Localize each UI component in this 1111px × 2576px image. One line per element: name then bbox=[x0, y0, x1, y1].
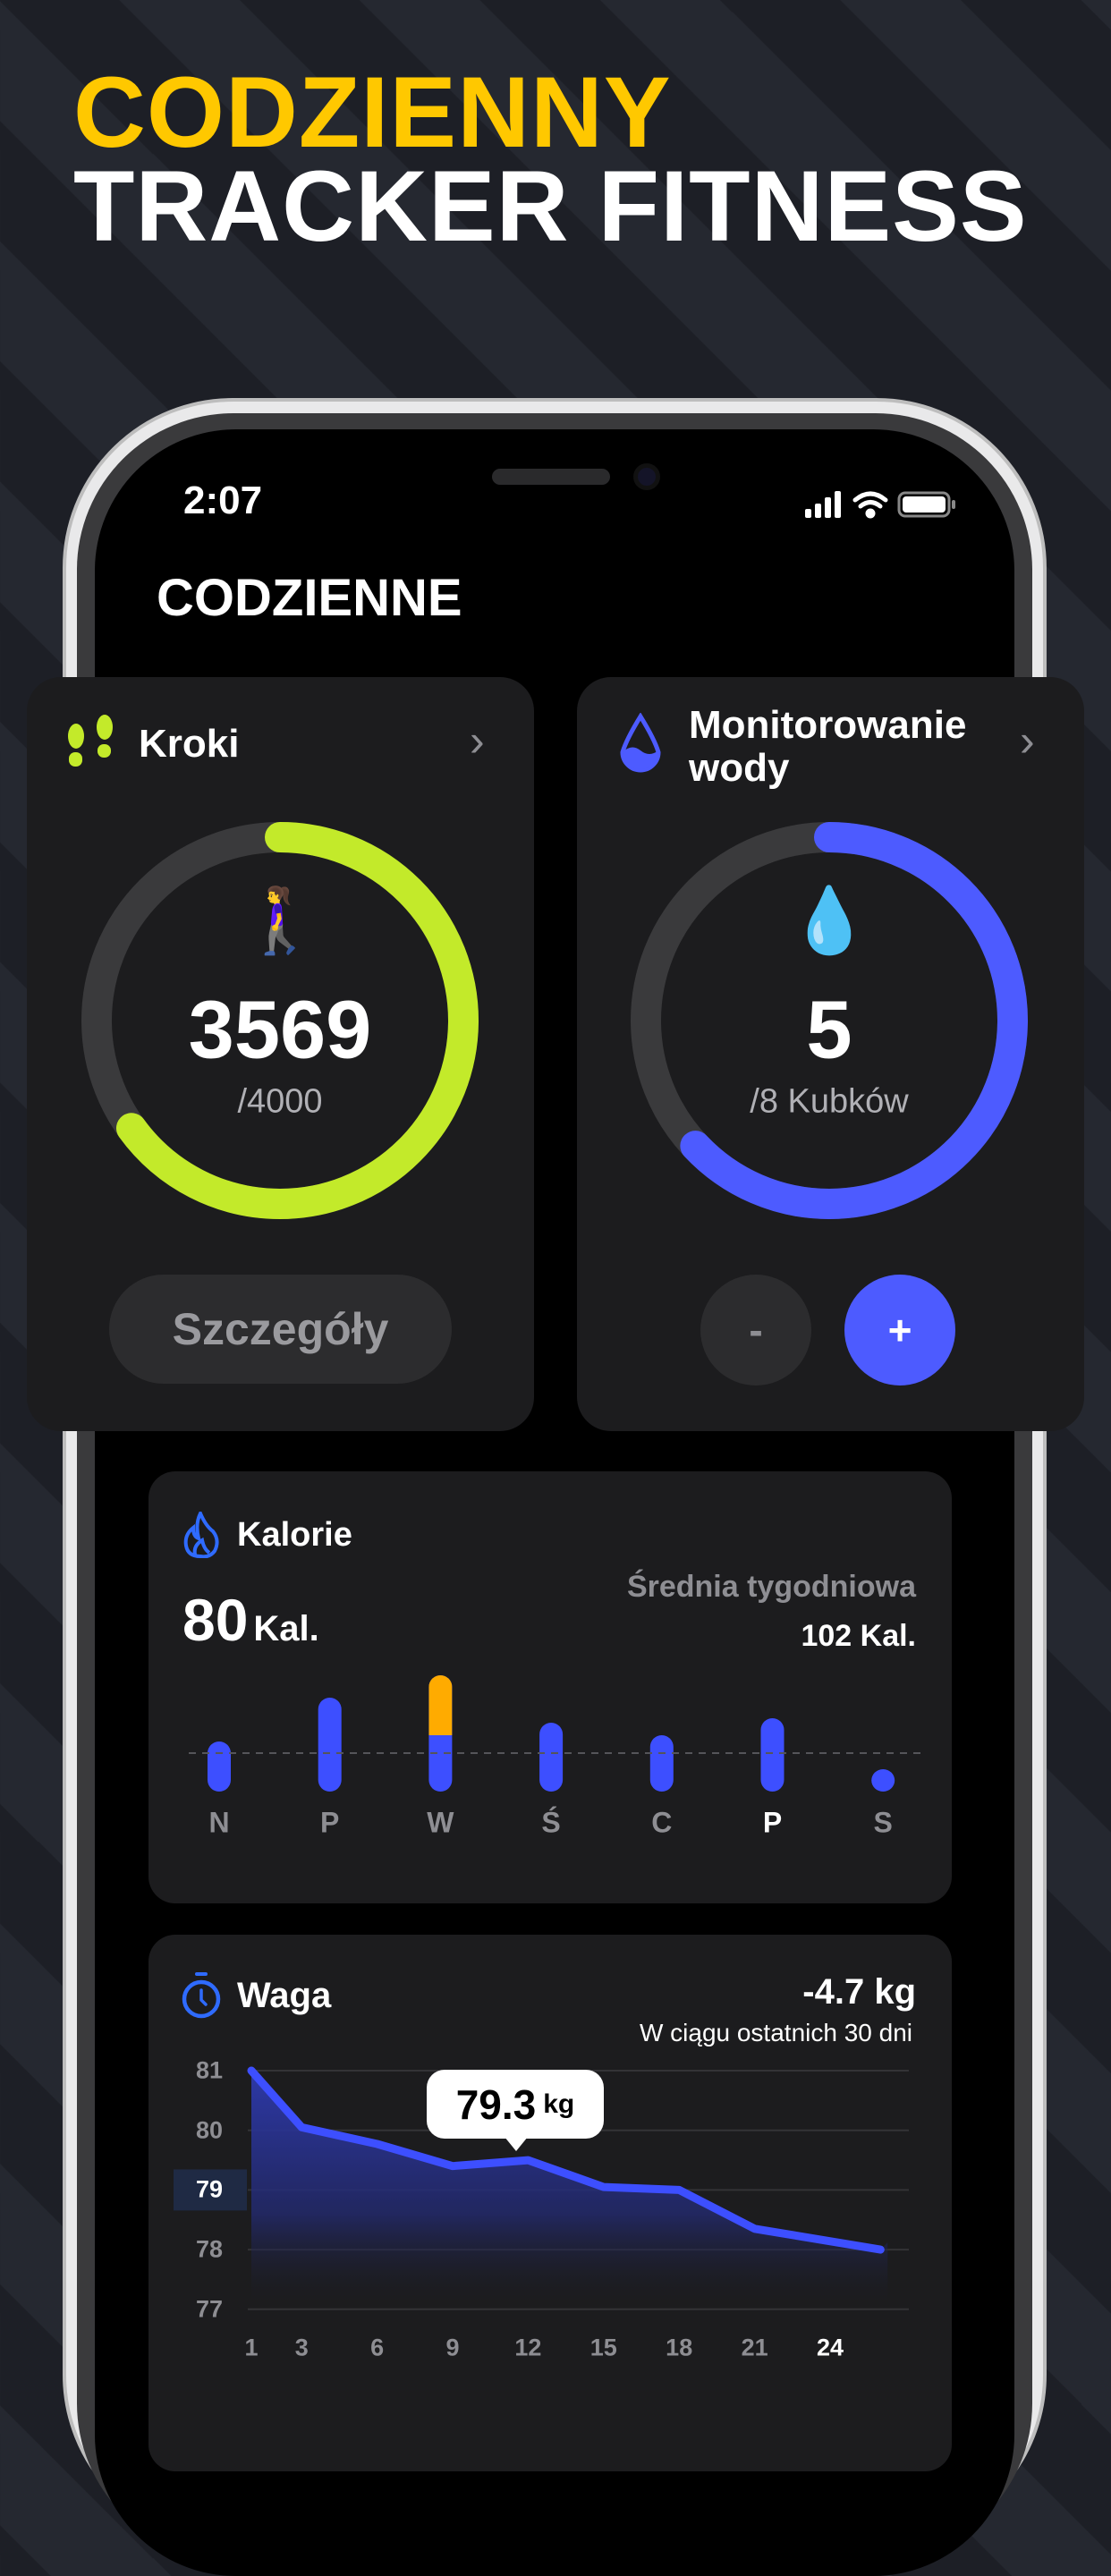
calories-title: Kalorie bbox=[237, 1516, 352, 1554]
wifi-icon bbox=[852, 491, 888, 519]
steps-goal: /4000 bbox=[237, 1082, 323, 1121]
x-tick-label[interactable]: 15 bbox=[589, 2334, 617, 2361]
day-label[interactable]: W bbox=[427, 1806, 454, 1839]
weight-point[interactable] bbox=[527, 2159, 530, 2162]
x-tick-label[interactable]: 9 bbox=[445, 2334, 460, 2361]
water-goal: /8 Kubków bbox=[750, 1082, 909, 1121]
y-tick-label: 80 bbox=[195, 2116, 224, 2144]
weight-point[interactable] bbox=[753, 2227, 756, 2230]
speaker-grille bbox=[492, 469, 610, 485]
calorie-bar bbox=[760, 1718, 784, 1792]
water-title: Monitorowanie wody bbox=[689, 704, 966, 790]
calories-unit: Kal. bbox=[253, 1609, 319, 1648]
calorie-bar-over-goal bbox=[428, 1675, 453, 1735]
walking-person-icon: 🚶‍♀️ bbox=[240, 885, 320, 957]
headline-line1: CODZIENNY bbox=[73, 56, 672, 168]
status-time: 2:07 bbox=[183, 479, 263, 522]
water-value: 5 bbox=[806, 984, 852, 1076]
weight-card[interactable]: Waga -4.7 kg W ciągu ostatnich 30 dni 81… bbox=[148, 1935, 952, 2471]
water-ring bbox=[631, 822, 1028, 1219]
steps-ring-progress bbox=[81, 822, 479, 1219]
day-label[interactable]: N bbox=[208, 1806, 230, 1839]
water-drop-icon bbox=[620, 713, 661, 773]
status-icons bbox=[805, 487, 962, 521]
weight-point[interactable] bbox=[452, 2165, 454, 2167]
day-label[interactable]: P bbox=[320, 1806, 340, 1839]
water-card[interactable]: Monitorowanie wody › 💧 5 /8 Kubków - + bbox=[577, 677, 1084, 1431]
weekly-average-value: 102 Kal. bbox=[801, 1619, 916, 1653]
x-tick-label[interactable]: 12 bbox=[514, 2334, 542, 2361]
y-tick-label: 81 bbox=[195, 2056, 224, 2084]
calorie-bar bbox=[539, 1723, 564, 1792]
remove-cup-button[interactable]: - bbox=[700, 1275, 811, 1385]
calorie-bar bbox=[208, 1741, 231, 1792]
water-title-line1: Monitorowanie bbox=[689, 703, 967, 747]
footprints-icon bbox=[68, 715, 113, 767]
stopwatch-icon bbox=[182, 1972, 221, 2019]
steps-ring bbox=[81, 822, 479, 1219]
weight-period: W ciągu ostatnich 30 dni bbox=[639, 2019, 912, 2046]
weight-point[interactable] bbox=[376, 2143, 378, 2146]
weight-point[interactable] bbox=[602, 2186, 605, 2189]
x-tick-label[interactable]: 18 bbox=[666, 2334, 693, 2361]
calorie-bar bbox=[318, 1698, 342, 1792]
y-tick-highlight bbox=[174, 2169, 247, 2211]
calories-today: 80 Kal. bbox=[182, 1586, 319, 1654]
day-label[interactable]: P bbox=[762, 1806, 783, 1839]
day-label[interactable]: Ś bbox=[541, 1806, 561, 1839]
front-camera bbox=[633, 463, 660, 490]
calories-card[interactable]: Kalorie 80 Kal. Średnia tygodniowa 102 Ka… bbox=[148, 1471, 952, 1903]
water-ring-progress bbox=[631, 822, 1028, 1219]
weight-tooltip: 79.3 kg bbox=[427, 2070, 604, 2139]
tooltip-pointer bbox=[505, 2137, 528, 2151]
weekly-average-label: Średnia tygodniowa bbox=[626, 1570, 916, 1604]
calories-bar-chart bbox=[189, 1675, 922, 1792]
steps-title: Kroki bbox=[139, 722, 240, 766]
flame-icon bbox=[183, 1512, 219, 1558]
x-tick-label[interactable]: 21 bbox=[741, 2334, 768, 2361]
add-cup-button[interactable]: + bbox=[844, 1275, 955, 1385]
chevron-right-icon[interactable]: › bbox=[1020, 716, 1035, 766]
steps-card[interactable]: Kroki › 🚶‍♀️ 3569 /4000 Szczegóły bbox=[27, 677, 534, 1431]
weight-point[interactable] bbox=[879, 2249, 882, 2251]
x-tick-label[interactable]: 24 bbox=[816, 2334, 844, 2361]
page-title: CODZIENNE bbox=[157, 569, 462, 627]
y-tick-label: 77 bbox=[195, 2295, 224, 2323]
tooltip-unit: kg bbox=[543, 2089, 575, 2119]
weight-point[interactable] bbox=[301, 2126, 303, 2129]
weight-area bbox=[251, 2071, 888, 2309]
tooltip-value: 79.3 bbox=[455, 2080, 537, 2128]
steps-value: 3569 bbox=[188, 984, 372, 1076]
calories-value: 80 bbox=[182, 1587, 249, 1653]
y-tick-label: 78 bbox=[195, 2235, 224, 2263]
water-droplet-icon: 💧 bbox=[789, 885, 869, 957]
y-tick-label: 79 bbox=[195, 2175, 224, 2203]
calorie-bar bbox=[871, 1769, 895, 1792]
weight-title: Waga bbox=[237, 1976, 332, 2015]
weight-change: -4.7 kg bbox=[802, 1972, 916, 2012]
details-button[interactable]: Szczegóły bbox=[109, 1275, 452, 1384]
x-tick-label[interactable]: 6 bbox=[370, 2334, 385, 2361]
battery-icon bbox=[897, 491, 955, 518]
weight-point[interactable] bbox=[250, 2070, 252, 2072]
x-tick-label[interactable]: 1 bbox=[244, 2334, 259, 2361]
calorie-bar bbox=[649, 1735, 674, 1792]
chevron-right-icon[interactable]: › bbox=[470, 716, 485, 766]
x-tick-label[interactable]: 3 bbox=[294, 2334, 309, 2361]
cellular-signal-icon bbox=[805, 491, 841, 518]
weight-area-chart bbox=[174, 2066, 909, 2310]
day-label[interactable]: C bbox=[651, 1806, 673, 1839]
water-title-line2: wody bbox=[689, 746, 790, 790]
day-label[interactable]: S bbox=[873, 1806, 893, 1839]
headline-line2: TRACKER FITNESS bbox=[73, 150, 1028, 262]
weight-point[interactable] bbox=[678, 2189, 681, 2191]
